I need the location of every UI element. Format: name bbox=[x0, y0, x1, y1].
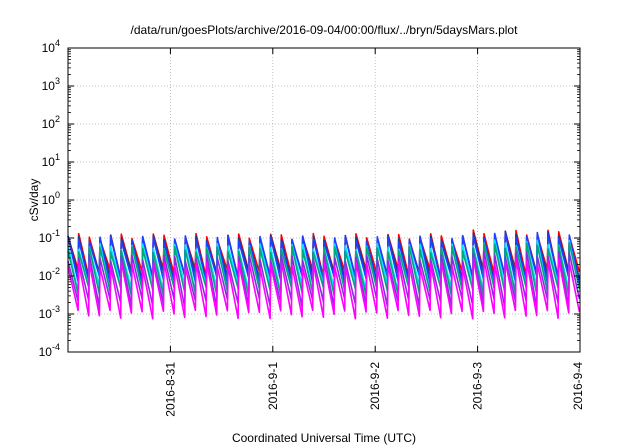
y-tick-label: 100 bbox=[42, 190, 60, 207]
x-tick-label: 2016-9-1 bbox=[266, 362, 280, 410]
y-axis: 104 103 102 101 100 10-1 10-2 10-3 10-4 bbox=[39, 38, 580, 359]
y-axis-title: cSv/day bbox=[27, 179, 41, 222]
y-tick-label: 104 bbox=[42, 38, 60, 55]
y-tick-label: 10-3 bbox=[39, 304, 60, 321]
x-tick-label: 2016-9-3 bbox=[471, 362, 485, 410]
y-tick-label: 103 bbox=[42, 76, 60, 93]
y-tick-label: 102 bbox=[42, 114, 60, 131]
y-tick-label: 101 bbox=[42, 152, 60, 169]
x-tick-label: 2016-9-4 bbox=[571, 362, 585, 410]
y-tick-label: 10-1 bbox=[39, 228, 60, 245]
series-group bbox=[67, 229, 581, 320]
x-axis-title: Coordinated Universal Time (UTC) bbox=[232, 431, 416, 445]
chart-title: /data/run/goesPlots/archive/2016-09-04/0… bbox=[131, 23, 519, 37]
y-tick-label: 10-4 bbox=[39, 342, 60, 359]
y-tick-label: 10-2 bbox=[39, 266, 60, 283]
x-axis: 2016-8-31 2016-9-1 2016-9-2 2016-9-3 2016-9-… bbox=[163, 48, 585, 417]
x-tick-label: 2016-8-31 bbox=[163, 362, 177, 417]
series-line bbox=[67, 257, 581, 320]
x-tick-label: 2016-9-2 bbox=[368, 362, 382, 410]
